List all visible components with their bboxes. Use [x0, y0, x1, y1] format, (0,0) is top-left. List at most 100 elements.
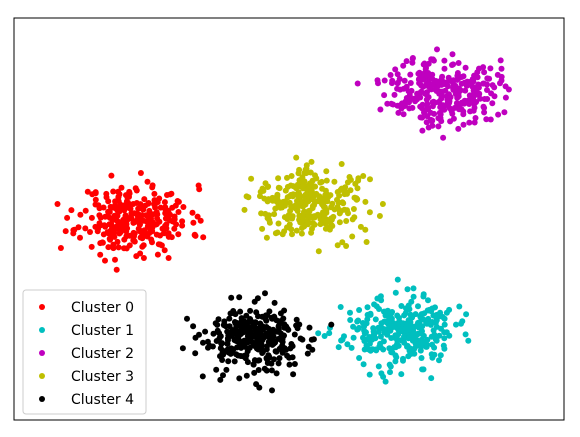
data-point: [268, 367, 275, 374]
data-point: [502, 94, 509, 101]
data-point: [441, 106, 448, 113]
data-point: [398, 371, 405, 378]
data-point: [305, 213, 312, 220]
data-point: [153, 221, 160, 228]
data-point: [88, 243, 95, 250]
data-point: [455, 125, 462, 132]
data-point: [465, 97, 472, 104]
data-point: [175, 209, 182, 215]
data-point: [421, 109, 427, 116]
data-point: [234, 320, 240, 326]
data-point: [306, 324, 313, 331]
data-point: [489, 100, 496, 107]
data-point: [257, 345, 264, 352]
data-point: [375, 363, 382, 370]
data-point: [420, 293, 427, 300]
data-point: [498, 73, 505, 80]
data-point: [141, 227, 148, 234]
data-point: [387, 72, 394, 78]
data-point: [438, 95, 445, 102]
legend-label: Cluster 1: [71, 323, 134, 339]
data-point: [491, 93, 498, 100]
legend-marker: [39, 396, 45, 402]
data-point: [420, 61, 427, 68]
data-point: [403, 95, 410, 101]
data-point: [430, 57, 437, 64]
data-point: [406, 347, 413, 354]
data-point: [99, 239, 106, 246]
data-point: [275, 323, 282, 330]
data-point: [357, 223, 364, 230]
data-point: [292, 202, 299, 209]
data-point: [141, 196, 148, 203]
data-point: [328, 321, 335, 328]
data-point: [423, 320, 430, 327]
data-point: [192, 350, 199, 357]
data-point: [400, 85, 407, 92]
data-point: [336, 210, 343, 217]
data-point: [346, 174, 353, 180]
data-point: [384, 318, 391, 325]
data-point: [436, 78, 443, 85]
data-point: [350, 334, 357, 341]
data-point: [248, 175, 255, 182]
data-point: [161, 247, 168, 254]
data-point: [54, 201, 61, 207]
data-point: [415, 303, 421, 310]
data-point: [161, 199, 168, 206]
data-point: [304, 350, 311, 357]
data-point: [260, 326, 267, 333]
data-point: [315, 212, 322, 219]
data-point: [171, 216, 178, 223]
data-point: [276, 355, 283, 362]
legend: Cluster 0 Cluster 1 Cluster 2 Cluster 3 Clus…: [22, 289, 147, 415]
data-point: [266, 353, 273, 360]
data-point: [118, 184, 125, 191]
data-point: [238, 338, 245, 345]
data-point: [295, 192, 302, 199]
data-point: [338, 161, 345, 167]
data-point: [226, 323, 233, 330]
data-point: [256, 332, 263, 339]
data-point: [149, 182, 156, 189]
data-point: [489, 82, 496, 89]
data-point: [415, 76, 422, 83]
data-point: [165, 230, 172, 237]
data-point: [298, 230, 305, 237]
data-point: [367, 347, 374, 354]
data-point: [303, 186, 310, 193]
data-point: [110, 188, 117, 195]
data-point: [230, 346, 237, 353]
data-point: [481, 69, 488, 76]
data-point: [264, 198, 271, 205]
data-point: [243, 372, 250, 379]
data-point: [299, 174, 306, 181]
data-point: [315, 248, 322, 255]
data-point: [453, 321, 459, 328]
data-point: [281, 324, 288, 331]
data-point: [273, 348, 280, 355]
data-point: [495, 111, 502, 118]
data-point: [364, 311, 371, 318]
data-point: [121, 245, 127, 252]
data-point: [388, 348, 395, 354]
data-point: [395, 109, 402, 116]
data-point: [148, 228, 155, 235]
data-point: [284, 174, 290, 181]
data-point: [401, 312, 408, 319]
data-point: [315, 330, 322, 337]
data-point: [236, 375, 243, 382]
data-point: [271, 211, 278, 218]
data-point: [217, 333, 224, 340]
data-point: [403, 305, 409, 312]
data-point: [400, 111, 407, 118]
data-point: [112, 256, 118, 263]
data-point: [140, 206, 147, 213]
data-point: [209, 343, 216, 350]
data-point: [470, 78, 477, 85]
data-point: [408, 95, 415, 102]
data-point: [441, 345, 448, 352]
data-point: [419, 114, 426, 121]
data-point: [341, 333, 347, 340]
data-point: [395, 326, 402, 333]
